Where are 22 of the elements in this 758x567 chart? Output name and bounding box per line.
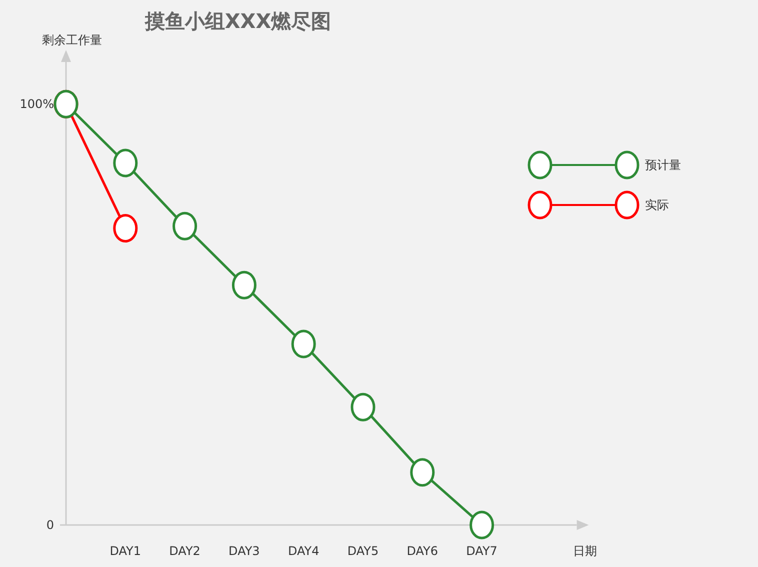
y-axis-title: 剩余工作量 xyxy=(42,33,102,47)
y-tick-label: 100% xyxy=(20,97,54,112)
chart-title: 摸鱼小组XXX燃尽图 xyxy=(144,9,332,33)
point xyxy=(410,458,435,487)
point xyxy=(232,270,256,300)
point xyxy=(113,214,138,243)
x-tick-label: DAY3 xyxy=(228,544,260,558)
text: 日期 xyxy=(572,544,597,558)
y-tick-label: 0 xyxy=(46,518,54,532)
point xyxy=(470,510,494,540)
x-tick-label: DAY5 xyxy=(347,544,379,558)
legend-label: 实际 xyxy=(645,198,669,212)
point xyxy=(291,330,316,358)
point xyxy=(172,212,198,240)
x-tick-label: DAY4 xyxy=(288,544,320,558)
x-tick-label: DAY2 xyxy=(169,544,200,558)
x-tick-label: DAY1 xyxy=(110,544,142,558)
x-tick-label: DAY6 xyxy=(406,544,438,558)
legend-label: 预计量 xyxy=(645,158,681,172)
point xyxy=(350,392,376,422)
point xyxy=(113,148,138,178)
x-tick-label: DAY7 xyxy=(466,544,498,558)
